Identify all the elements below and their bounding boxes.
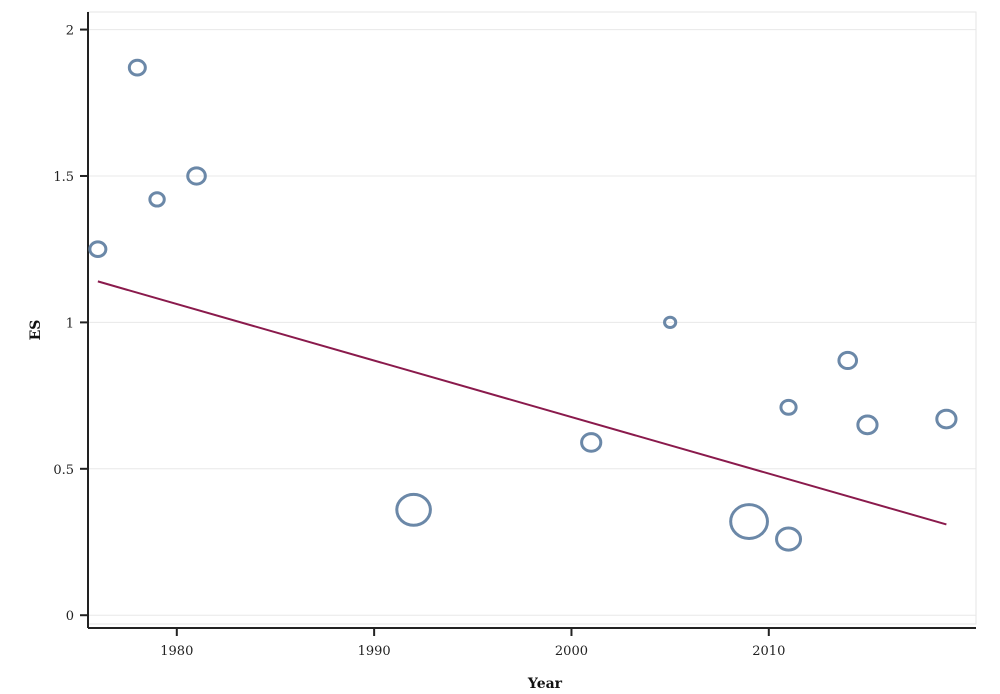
- data-point: [395, 492, 432, 527]
- x-axis: 1980 1990 2000 2010: [88, 627, 976, 659]
- plot-frame: [87, 11, 977, 625]
- x-tick-label: 1980: [160, 644, 193, 659]
- y-tick-label: 0.5: [53, 463, 74, 478]
- grid-lines: [88, 29, 976, 616]
- data-point: [186, 166, 207, 186]
- data-point: [837, 350, 859, 371]
- fit-line-layer: [97, 280, 947, 526]
- y-tick-label: 1.5: [53, 170, 74, 185]
- y-axis-title: ES: [28, 320, 44, 341]
- x-axis-title: Year: [527, 676, 563, 692]
- fitted-line: [97, 280, 947, 526]
- data-point: [856, 414, 879, 436]
- y-tick-label: 0: [66, 609, 74, 624]
- points-layer: [88, 58, 958, 552]
- data-point: [935, 408, 958, 430]
- data-point: [580, 432, 603, 453]
- y-tick-label: 1: [66, 316, 74, 331]
- data-point: [663, 315, 678, 330]
- data-point: [729, 503, 769, 540]
- data-point: [127, 58, 147, 77]
- x-tick-label: 2000: [555, 644, 588, 659]
- x-tick-label: 2010: [752, 644, 785, 659]
- data-point: [775, 526, 803, 552]
- y-axis: 0 0.5 1 1.5 2: [53, 12, 89, 628]
- y-tick-label: 2: [66, 24, 74, 39]
- data-point: [148, 191, 166, 208]
- x-tick-label: 1990: [358, 644, 391, 659]
- data-point: [88, 240, 108, 259]
- data-point: [779, 398, 798, 416]
